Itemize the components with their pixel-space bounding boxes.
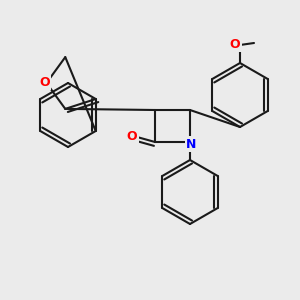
Text: O: O — [230, 38, 240, 50]
Text: O: O — [127, 130, 137, 143]
Text: N: N — [186, 137, 196, 151]
Text: O: O — [39, 76, 50, 88]
